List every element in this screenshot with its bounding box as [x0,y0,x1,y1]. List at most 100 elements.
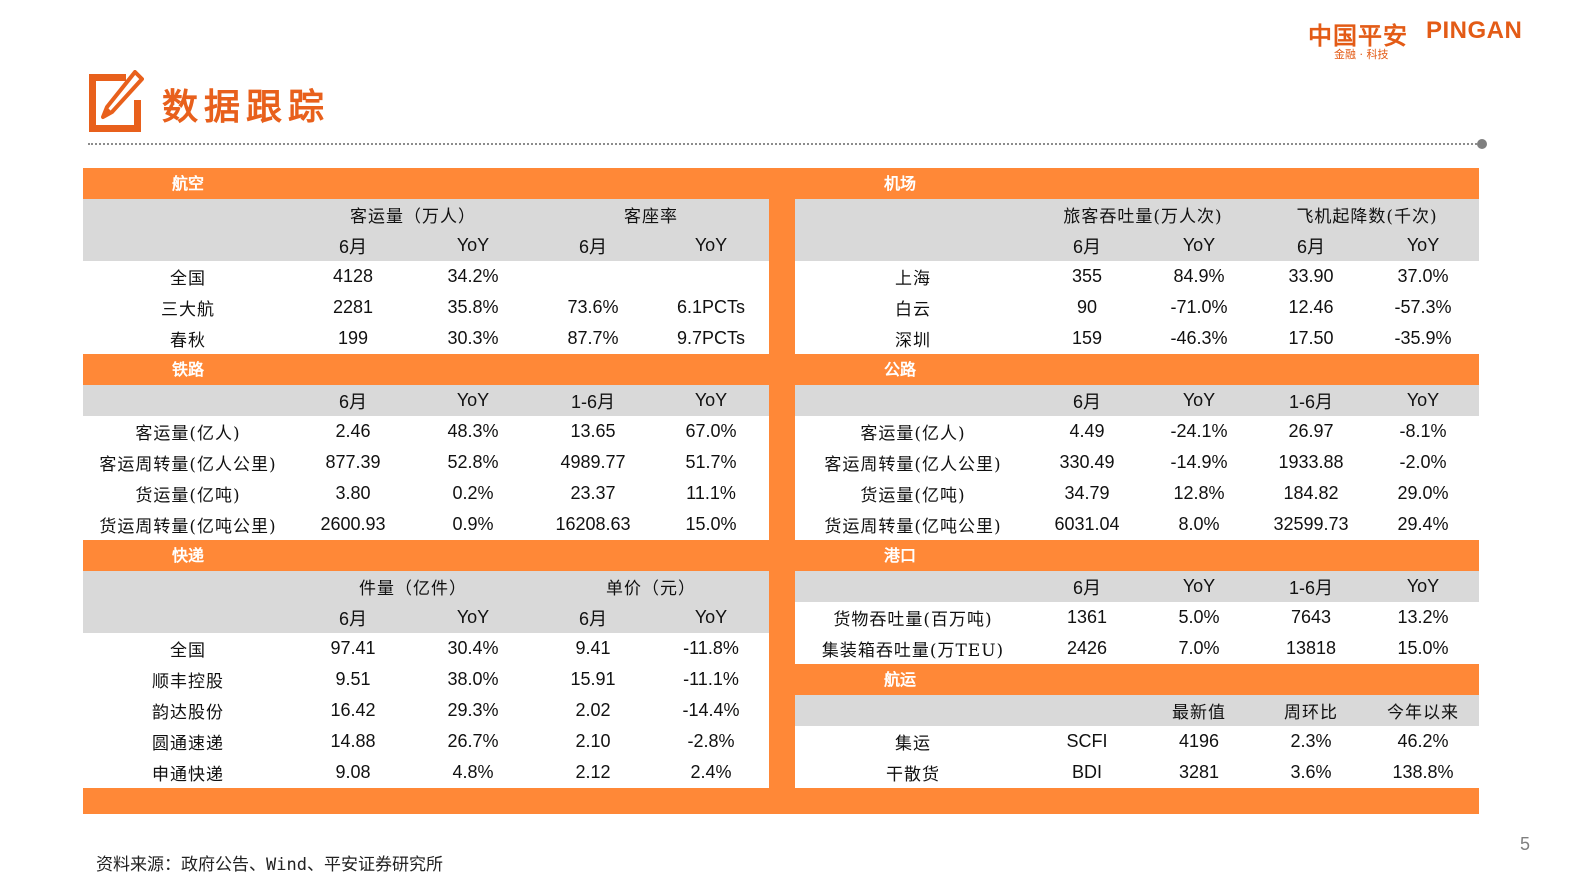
row-label: 货运周转量(亿吨公里) [795,509,1031,540]
railway-table: 6月 YoY 1-6月 YoY 客运量(亿人) 2.46 48.3% 13.65… [83,385,769,540]
cell: 73.6% [533,292,653,323]
cell: 3.80 [293,478,413,509]
cell: 0.9% [413,509,533,540]
cell: 90 [1031,292,1143,323]
column-header: YoY [653,230,769,261]
cell: 2600.93 [293,509,413,540]
section-header-shipping: 航运 [883,670,916,689]
table-row: 货运周转量(亿吨公里) 6031.04 8.0% 32599.73 29.4% [795,509,1479,540]
cell: 32599.73 [1255,509,1367,540]
cell: 30.4% [413,633,533,664]
cell: 33.90 [1255,261,1368,292]
column-header: YoY [413,385,533,416]
row-label: 货物吞吐量(百万吨) [795,602,1031,633]
table-row: 深圳 159 -46.3% 17.50 -35.9% [795,323,1480,354]
cell: 17.50 [1255,323,1368,354]
cell: 11.1% [653,478,769,509]
cell: 67.0% [653,416,769,447]
group-header: 客运量（万人） [293,199,533,230]
cell: -14.4% [653,695,769,726]
cell: -14.9% [1143,447,1255,478]
cell: 35.8% [413,292,533,323]
row-label: 货运量(亿吨) [795,478,1031,509]
table-row: 上海 355 84.9% 33.90 37.0% [795,261,1480,292]
column-header: 6月 [533,230,653,261]
section-header-airport: 机场 [883,174,916,193]
column-header: 6月 [533,602,653,633]
section-header-aviation: 航空 [171,174,204,193]
cell: 0.2% [413,478,533,509]
sub-header-row: 6月 YoY 6月 YoY [795,230,1480,261]
cell: 2.02 [533,695,653,726]
cell: 2.12 [533,757,653,788]
group-header: 客座率 [533,199,769,230]
column-header: YoY [1367,385,1479,416]
sub-header-row: 6月 YoY 6月 YoY [83,230,769,261]
page-number: 5 [1520,834,1531,854]
section-header-express: 快递 [171,546,204,565]
airport-table: 旅客吞吐量(万人次) 飞机起降数(千次) 6月 YoY 6月 YoY 上海 35… [795,199,1480,354]
pingan-logo: 中国平安 PINGAN 金融 · 科技 [1308,14,1558,62]
column-header: YoY [1367,571,1479,602]
section-header-railway: 铁路 [171,360,204,379]
title-divider [88,143,1480,145]
table-row: 客运周转量(亿人公里) 330.49 -14.9% 1933.88 -2.0% [795,447,1479,478]
table-row: 申通快递 9.08 4.8% 2.12 2.4% [83,757,769,788]
cell: -8.1% [1367,416,1479,447]
table-row: 干散货 BDI 3281 3.6% 138.8% [795,757,1479,788]
column-header: 6月 [293,602,413,633]
table-row: 集装箱吞吐量(万TEU) 2426 7.0% 13818 15.0% [795,633,1479,664]
cell: 4196 [1143,726,1255,757]
column-header: 最新值 [1143,695,1255,726]
table-row: 白云 90 -71.0% 12.46 -57.3% [795,292,1480,323]
sub-header-row: 最新值 周环比 今年以来 [795,695,1479,726]
cell: 13818 [1255,633,1367,664]
group-header-row: 件量（亿件） 单价（元） [83,571,769,602]
cell: 29.4% [1367,509,1479,540]
row-label: 春秋 [83,323,293,354]
row-label: 客运周转量(亿人公里) [83,447,293,478]
column-header: 周环比 [1255,695,1367,726]
cell: -11.8% [653,633,769,664]
cell: 29.3% [413,695,533,726]
row-label: 上海 [795,261,1031,292]
group-header-row: 旅客吞吐量(万人次) 飞机起降数(千次) [795,199,1480,230]
column-header [1031,695,1143,726]
column-header: YoY [1143,230,1256,261]
cell: 7.0% [1143,633,1255,664]
logo-name-en: PINGAN [1426,17,1523,44]
cell: 2.10 [533,726,653,757]
cell: 23.37 [533,478,653,509]
column-header: YoY [413,602,533,633]
cell: 3281 [1143,757,1255,788]
cell: -35.9% [1367,323,1480,354]
cell: 877.39 [293,447,413,478]
cell: 15.91 [533,664,653,695]
table-row: 客运周转量(亿人公里) 877.39 52.8% 4989.77 51.7% [83,447,769,478]
table-row: 货物吞吐量(百万吨) 1361 5.0% 7643 13.2% [795,602,1479,633]
table-row: 集运 SCFI 4196 2.3% 46.2% [795,726,1479,757]
cell: 84.9% [1143,261,1256,292]
logo-name-cn: 中国平安 [1308,22,1408,50]
port-table: 6月 YoY 1-6月 YoY 货物吞吐量(百万吨) 1361 5.0% 764… [795,571,1479,664]
cell: 16208.63 [533,509,653,540]
cell: 199 [293,323,413,354]
section-header-port: 港口 [883,546,916,565]
edit-pencil-icon [89,70,144,132]
cell: 6031.04 [1031,509,1143,540]
cell: 2.4% [653,757,769,788]
cell: 34.79 [1031,478,1143,509]
cell: -46.3% [1143,323,1256,354]
row-label: 全国 [83,261,293,292]
section-header-highway: 公路 [883,360,916,379]
cell: 4.8% [413,757,533,788]
cell: SCFI [1031,726,1143,757]
cell: -11.1% [653,664,769,695]
cell: 12.8% [1143,478,1255,509]
row-label: 集运 [795,726,1031,757]
cell: 4.49 [1031,416,1143,447]
cell: 2.3% [1255,726,1367,757]
row-label: 顺丰控股 [83,664,293,695]
cell: 15.0% [1367,633,1479,664]
cell: 14.88 [293,726,413,757]
